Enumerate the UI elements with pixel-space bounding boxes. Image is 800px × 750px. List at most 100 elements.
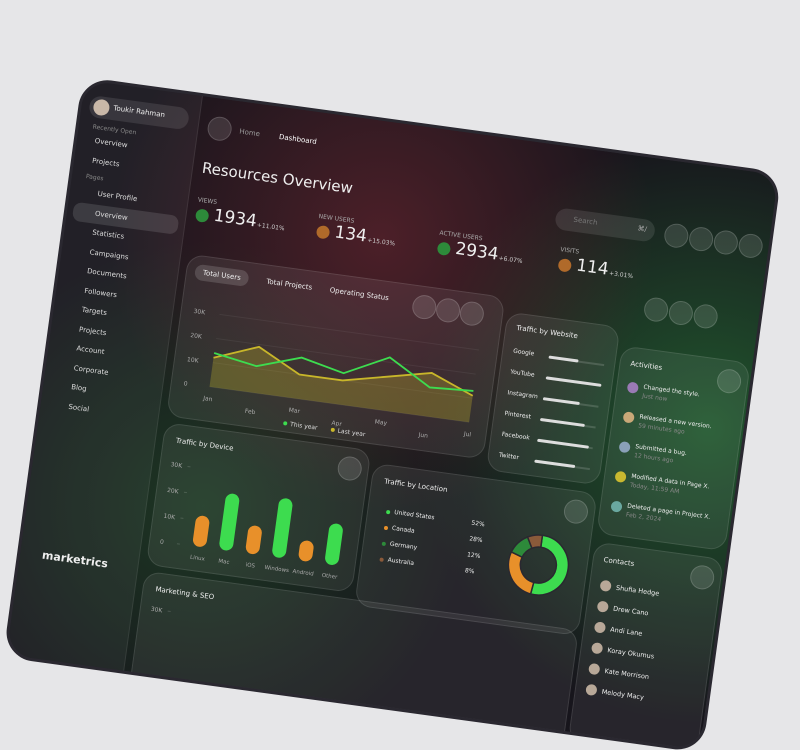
avatar (610, 500, 622, 512)
x-tick-label: Jun (417, 431, 428, 439)
avatar (594, 621, 606, 633)
contact-name[interactable]: Shufia Hedge (615, 584, 659, 598)
x-tick-label: Linux (190, 555, 206, 563)
icon-button[interactable] (712, 229, 739, 256)
y-tick-label: 20K (190, 332, 203, 341)
bar (543, 397, 580, 405)
site-label: Facebook (501, 431, 530, 442)
icon-button[interactable] (643, 296, 670, 323)
x-tick-label: Jan (202, 395, 213, 403)
stat-label: VIEWS (197, 196, 217, 206)
card-title: Activities (630, 360, 663, 372)
x-tick-label: Mac (218, 559, 230, 566)
avatar (618, 441, 630, 453)
contact-name[interactable]: Koray Okumus (607, 646, 655, 660)
contact-name[interactable]: Melody Macy (601, 688, 644, 702)
stat-value: 114 (575, 255, 610, 279)
page-title: Resources Overview (201, 159, 354, 197)
legend-label: This year (289, 421, 319, 432)
stat-value: 2934 (454, 239, 500, 265)
value-label: 8% (464, 567, 474, 575)
sidebar-toggle[interactable] (206, 115, 233, 142)
legend-dot (382, 542, 387, 547)
search-placeholder: Search (573, 216, 598, 227)
legend-dot (386, 510, 391, 515)
bar (546, 376, 602, 387)
y-tick-label: 30K (150, 606, 163, 615)
avatar (599, 580, 611, 592)
y-tick-label: 30K (193, 308, 206, 317)
bar (245, 525, 263, 555)
stat-change: +11.01% (256, 222, 285, 233)
icon-button[interactable] (663, 222, 690, 249)
body: {"sidebar":{"user":"Toukir Rahman","rece… (0, 0, 800, 600)
contact-name[interactable]: Kate Morrison (604, 667, 650, 681)
bar (540, 418, 585, 427)
stat-icon (437, 241, 452, 256)
search-box[interactable]: Search ⌘/ (554, 207, 656, 242)
avatar (92, 98, 110, 116)
legend-label: Australia (387, 557, 414, 568)
avatar (591, 642, 603, 654)
stat-label: VISITS (560, 246, 580, 256)
legend-swatch (283, 421, 288, 426)
icon-button[interactable] (688, 226, 715, 253)
avatar (597, 600, 609, 612)
x-tick-label: May (374, 419, 388, 428)
bar (192, 515, 210, 548)
value-label: 12% (467, 551, 481, 560)
activity-time: Just now (642, 393, 668, 403)
avatar (588, 663, 600, 675)
x-tick-label: Android (292, 569, 314, 578)
y-tick-label: 0 (160, 538, 165, 545)
bar (219, 493, 241, 552)
user-name: Toukir Rahman (113, 104, 165, 119)
stat-icon (316, 225, 331, 240)
contact-name[interactable]: Drew Cano (613, 605, 649, 618)
icon-button[interactable] (737, 232, 764, 259)
icon-button[interactable] (689, 564, 716, 591)
value-label: 28% (469, 535, 483, 544)
legend-label: Germany (389, 541, 417, 552)
donut-slice (505, 552, 538, 594)
x-tick-label: Mar (288, 407, 301, 416)
legend-dot (379, 557, 384, 562)
icon-button[interactable] (667, 300, 694, 327)
x-tick-label: Apr (331, 420, 343, 428)
x-tick-label: Feb (244, 408, 256, 416)
stat-icon (195, 208, 210, 223)
legend-dot (384, 526, 389, 531)
avatar (627, 381, 639, 393)
stat-change: +15.03% (367, 237, 396, 248)
page: Dashboard html,body{margin:0;width:800px… (0, 0, 800, 600)
x-tick-label: Windows (264, 565, 289, 574)
section-label: Pages (85, 173, 103, 182)
breadcrumb[interactable]: Dashboard (279, 133, 318, 146)
avatar (614, 471, 626, 483)
bar (548, 356, 578, 363)
y-tick-label: 20K (167, 487, 180, 496)
icon-button[interactable] (562, 498, 589, 525)
legend-label: Last year (337, 428, 366, 439)
y-tick-label: 30K (170, 461, 183, 470)
breadcrumb[interactable]: Home (239, 127, 261, 138)
contact-name[interactable]: Andi Lane (610, 625, 643, 637)
shortcut: ⌘/ (637, 224, 647, 233)
x-tick-label: iOS (245, 562, 256, 569)
legend-label: Canada (392, 525, 416, 535)
icon-button[interactable] (692, 303, 719, 330)
y-tick-label: 0 (183, 380, 188, 387)
site-label: Pinterest (504, 410, 531, 421)
site-label: Instagram (507, 389, 538, 400)
x-tick-label: Other (321, 573, 338, 581)
icon-button[interactable] (716, 368, 743, 395)
y-tick-label: 10K (187, 356, 200, 365)
avatar (623, 411, 635, 423)
